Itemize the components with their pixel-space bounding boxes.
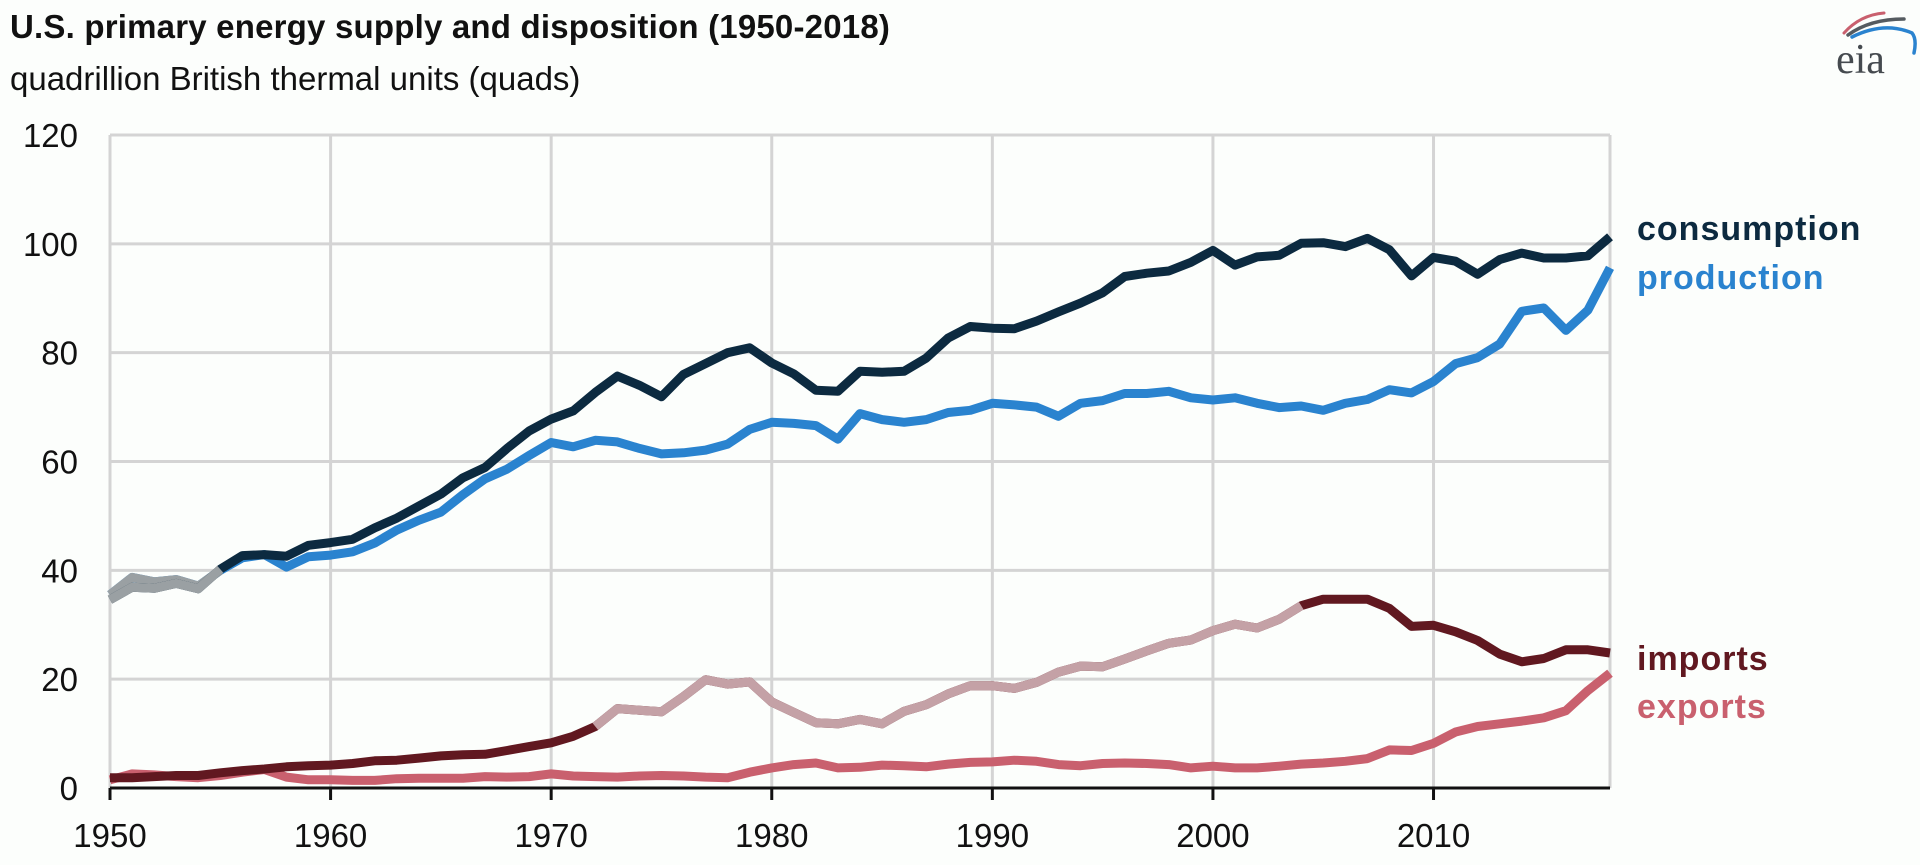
series-lines (107, 233, 1614, 785)
logo-arc-gray (1846, 17, 1906, 37)
x-tick-label: 2000 (1176, 817, 1249, 854)
chart-title: U.S. primary energy supply and dispositi… (10, 8, 891, 45)
series-labels: consumption production imports exports (1637, 210, 1861, 726)
y-tick-label: 80 (41, 335, 78, 372)
eia-logo: eia (1836, 11, 1917, 80)
x-tick-label: 1970 (514, 817, 587, 854)
x-axis: 1950 1960 1970 1980 1990 2000 2010 (73, 786, 1610, 854)
series-line-exports (108, 669, 1613, 785)
grid (108, 133, 1612, 788)
x-tick-label: 1980 (735, 817, 808, 854)
series-label-consumption: consumption (1637, 210, 1861, 248)
series-line-consumption (107, 233, 1613, 604)
series-line-imports-faded (592, 601, 1304, 730)
y-tick-label: 100 (23, 226, 78, 263)
series-line-consumption-faded (107, 565, 224, 604)
y-tick-label: 20 (41, 661, 78, 698)
y-tick-label: 0 (60, 770, 78, 807)
y-tick-label: 60 (41, 444, 78, 481)
series-line-production (107, 265, 1614, 599)
x-tick-label: 2010 (1397, 817, 1470, 854)
x-tick-label: 1950 (73, 817, 146, 854)
y-axis: 0 20 40 60 80 100 120 (23, 117, 78, 807)
series-label-production: production (1637, 259, 1825, 297)
chart-subtitle: quadrillion British thermal units (quads… (10, 60, 581, 97)
y-tick-label: 40 (41, 552, 78, 589)
logo-arc-red (1842, 11, 1886, 35)
x-tick-label: 1990 (956, 817, 1029, 854)
series-label-imports: imports (1637, 640, 1769, 678)
logo-text: eia (1836, 37, 1885, 80)
y-tick-label: 120 (23, 117, 78, 154)
series-label-exports: exports (1637, 688, 1767, 726)
x-tick-label: 1960 (294, 817, 367, 854)
logo-arc-blue (1850, 26, 1917, 55)
